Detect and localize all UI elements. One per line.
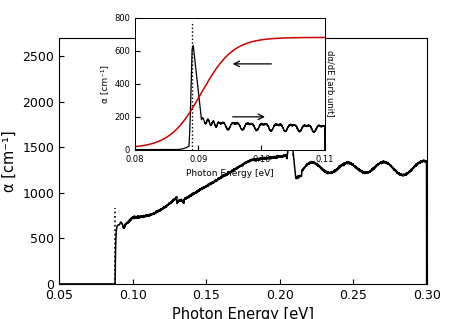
Y-axis label: α [cm⁻¹]: α [cm⁻¹] [100, 65, 109, 103]
X-axis label: Photon Energy [eV]: Photon Energy [eV] [172, 307, 314, 319]
X-axis label: Photon Energy [eV]: Photon Energy [eV] [186, 169, 274, 178]
Y-axis label: dα/dE [arb.unit]: dα/dE [arb.unit] [326, 50, 335, 117]
Y-axis label: α [cm⁻¹]: α [cm⁻¹] [2, 130, 17, 192]
